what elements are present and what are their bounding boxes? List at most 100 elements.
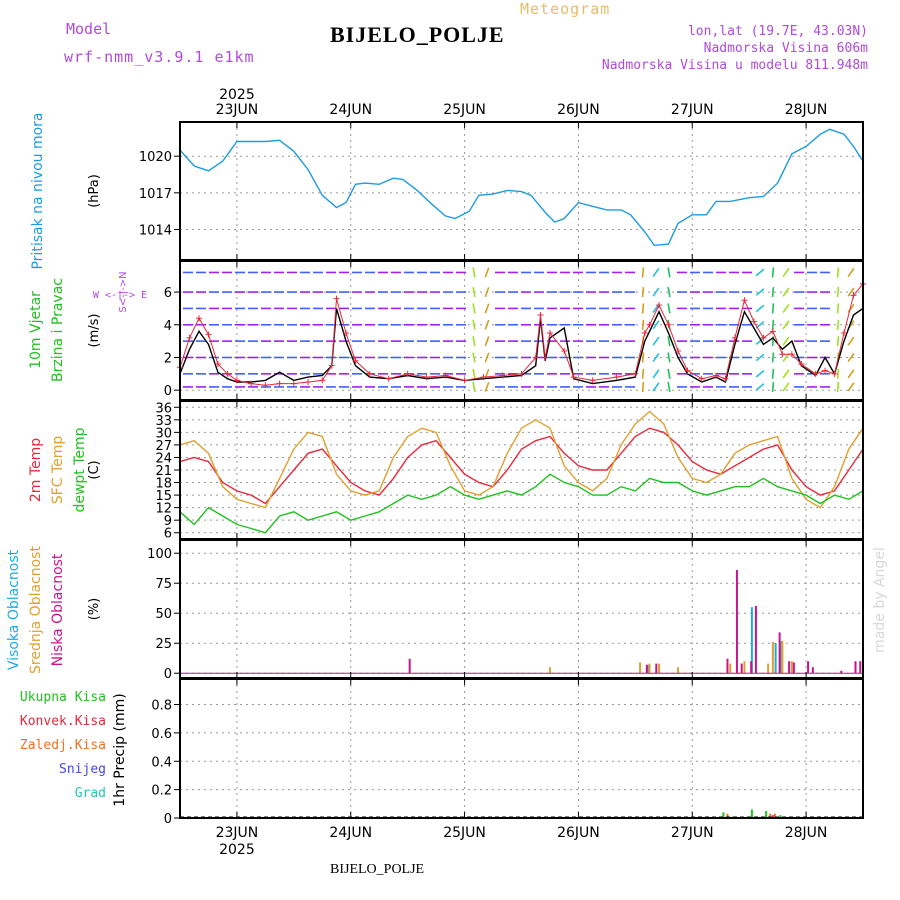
bar — [779, 815, 782, 818]
y-tick-label: 27 — [155, 439, 172, 454]
wind-barb — [771, 381, 775, 392]
wind-barb — [667, 368, 671, 379]
wind-barb — [755, 353, 765, 362]
wind-axis-label-2: Brzina i Pravac — [50, 278, 66, 382]
bar — [840, 670, 843, 674]
series-line — [179, 128, 864, 247]
wind-barb — [755, 304, 765, 313]
day-label-top: 24JUN — [329, 102, 372, 118]
gust-marker — [276, 380, 283, 387]
bar — [769, 813, 772, 818]
wind-barb — [667, 381, 671, 392]
panel-frame — [179, 678, 864, 819]
gust-marker — [546, 329, 553, 336]
gust-marker — [698, 375, 705, 382]
gust-marker — [328, 362, 335, 369]
y-tick-label: 0.6 — [151, 727, 172, 742]
y-tick-label: 0.8 — [151, 699, 172, 714]
wind-barb — [667, 267, 671, 278]
wind-barb — [652, 369, 660, 379]
gust-marker — [750, 318, 757, 325]
wind-barb — [641, 352, 645, 363]
day-label-bottom: 26JUN — [557, 825, 600, 841]
wind-barb — [836, 368, 840, 379]
gust-marker — [532, 354, 539, 361]
wind-barb — [836, 319, 840, 330]
gust-marker — [423, 374, 430, 381]
cloud-low-label: Niska Oblacnost — [50, 553, 66, 666]
bar — [854, 661, 857, 674]
y-tick-label: 0.2 — [151, 784, 172, 799]
y-tick-label: 2 — [164, 351, 172, 366]
wind-barb — [484, 267, 490, 278]
bar — [771, 642, 774, 674]
day-label-bottom: 23JUN — [216, 825, 259, 841]
bar — [740, 663, 743, 674]
compass-label: W <-|-> E — [93, 290, 147, 301]
bar — [807, 661, 810, 674]
gust-marker — [537, 311, 544, 318]
cloud-high-label: Visoka Oblacnost — [6, 549, 22, 670]
wind-barb — [641, 319, 645, 330]
panel-frame — [179, 539, 864, 679]
wind-barb — [847, 287, 855, 297]
y-tick-label: 21 — [155, 464, 172, 479]
bar — [771, 815, 774, 818]
series-line — [179, 283, 864, 386]
wind-barb — [782, 352, 790, 363]
pressure-axis-label: Pritisak na nivou mora — [30, 112, 46, 269]
wind-barb — [641, 381, 645, 392]
bar — [773, 813, 776, 818]
wind-barb — [771, 368, 775, 379]
wind-barb — [771, 319, 775, 330]
bar — [726, 658, 729, 674]
gust-marker — [404, 370, 411, 377]
bar — [778, 632, 781, 674]
series-line — [179, 427, 864, 505]
gust-marker — [779, 351, 786, 358]
day-label-bottom: 28JUN — [785, 825, 828, 841]
bar — [750, 607, 753, 674]
bar — [655, 663, 658, 674]
wind-barb — [472, 381, 476, 392]
bar — [788, 661, 791, 674]
gust-marker — [442, 372, 449, 379]
gust-marker — [262, 382, 269, 389]
wind-barb — [652, 303, 660, 313]
panel-unit-label: (C) — [87, 460, 102, 479]
bar — [765, 810, 768, 818]
gust-marker — [195, 315, 202, 322]
model-label: Model — [66, 20, 112, 38]
day-label-bottom: 27JUN — [671, 825, 714, 841]
wind-barb — [771, 303, 775, 314]
gust-marker — [641, 329, 648, 336]
gust-marker — [333, 295, 340, 302]
wind-barb — [652, 320, 660, 330]
gust-marker — [798, 361, 805, 368]
bar — [774, 643, 777, 674]
wind-barb — [782, 320, 790, 330]
gust-marker — [822, 367, 829, 374]
wind-barb — [847, 369, 855, 379]
wind-barb — [836, 336, 840, 347]
wind-barb — [755, 383, 765, 391]
bar — [859, 661, 862, 674]
gust-marker — [352, 357, 359, 364]
wind-barb — [755, 370, 765, 378]
bar — [750, 661, 753, 674]
bar — [754, 606, 757, 674]
lonlat-label: lon,lat (19.7E, 43.03N) — [687, 24, 868, 39]
gust-marker — [305, 379, 312, 386]
wind-barb — [782, 382, 790, 392]
altitude-label: Nadmorska Visina 606m — [703, 41, 868, 56]
gust-marker — [214, 361, 221, 368]
gust-marker — [385, 375, 392, 382]
bar — [743, 661, 746, 674]
wind-barb — [755, 288, 765, 296]
day-label-bottom: 24JUN — [329, 825, 372, 841]
y-tick-label: 9 — [164, 514, 172, 529]
bar — [735, 570, 738, 674]
gust-marker — [480, 374, 487, 381]
wind-barb — [652, 336, 660, 346]
wind-barb — [836, 287, 840, 298]
